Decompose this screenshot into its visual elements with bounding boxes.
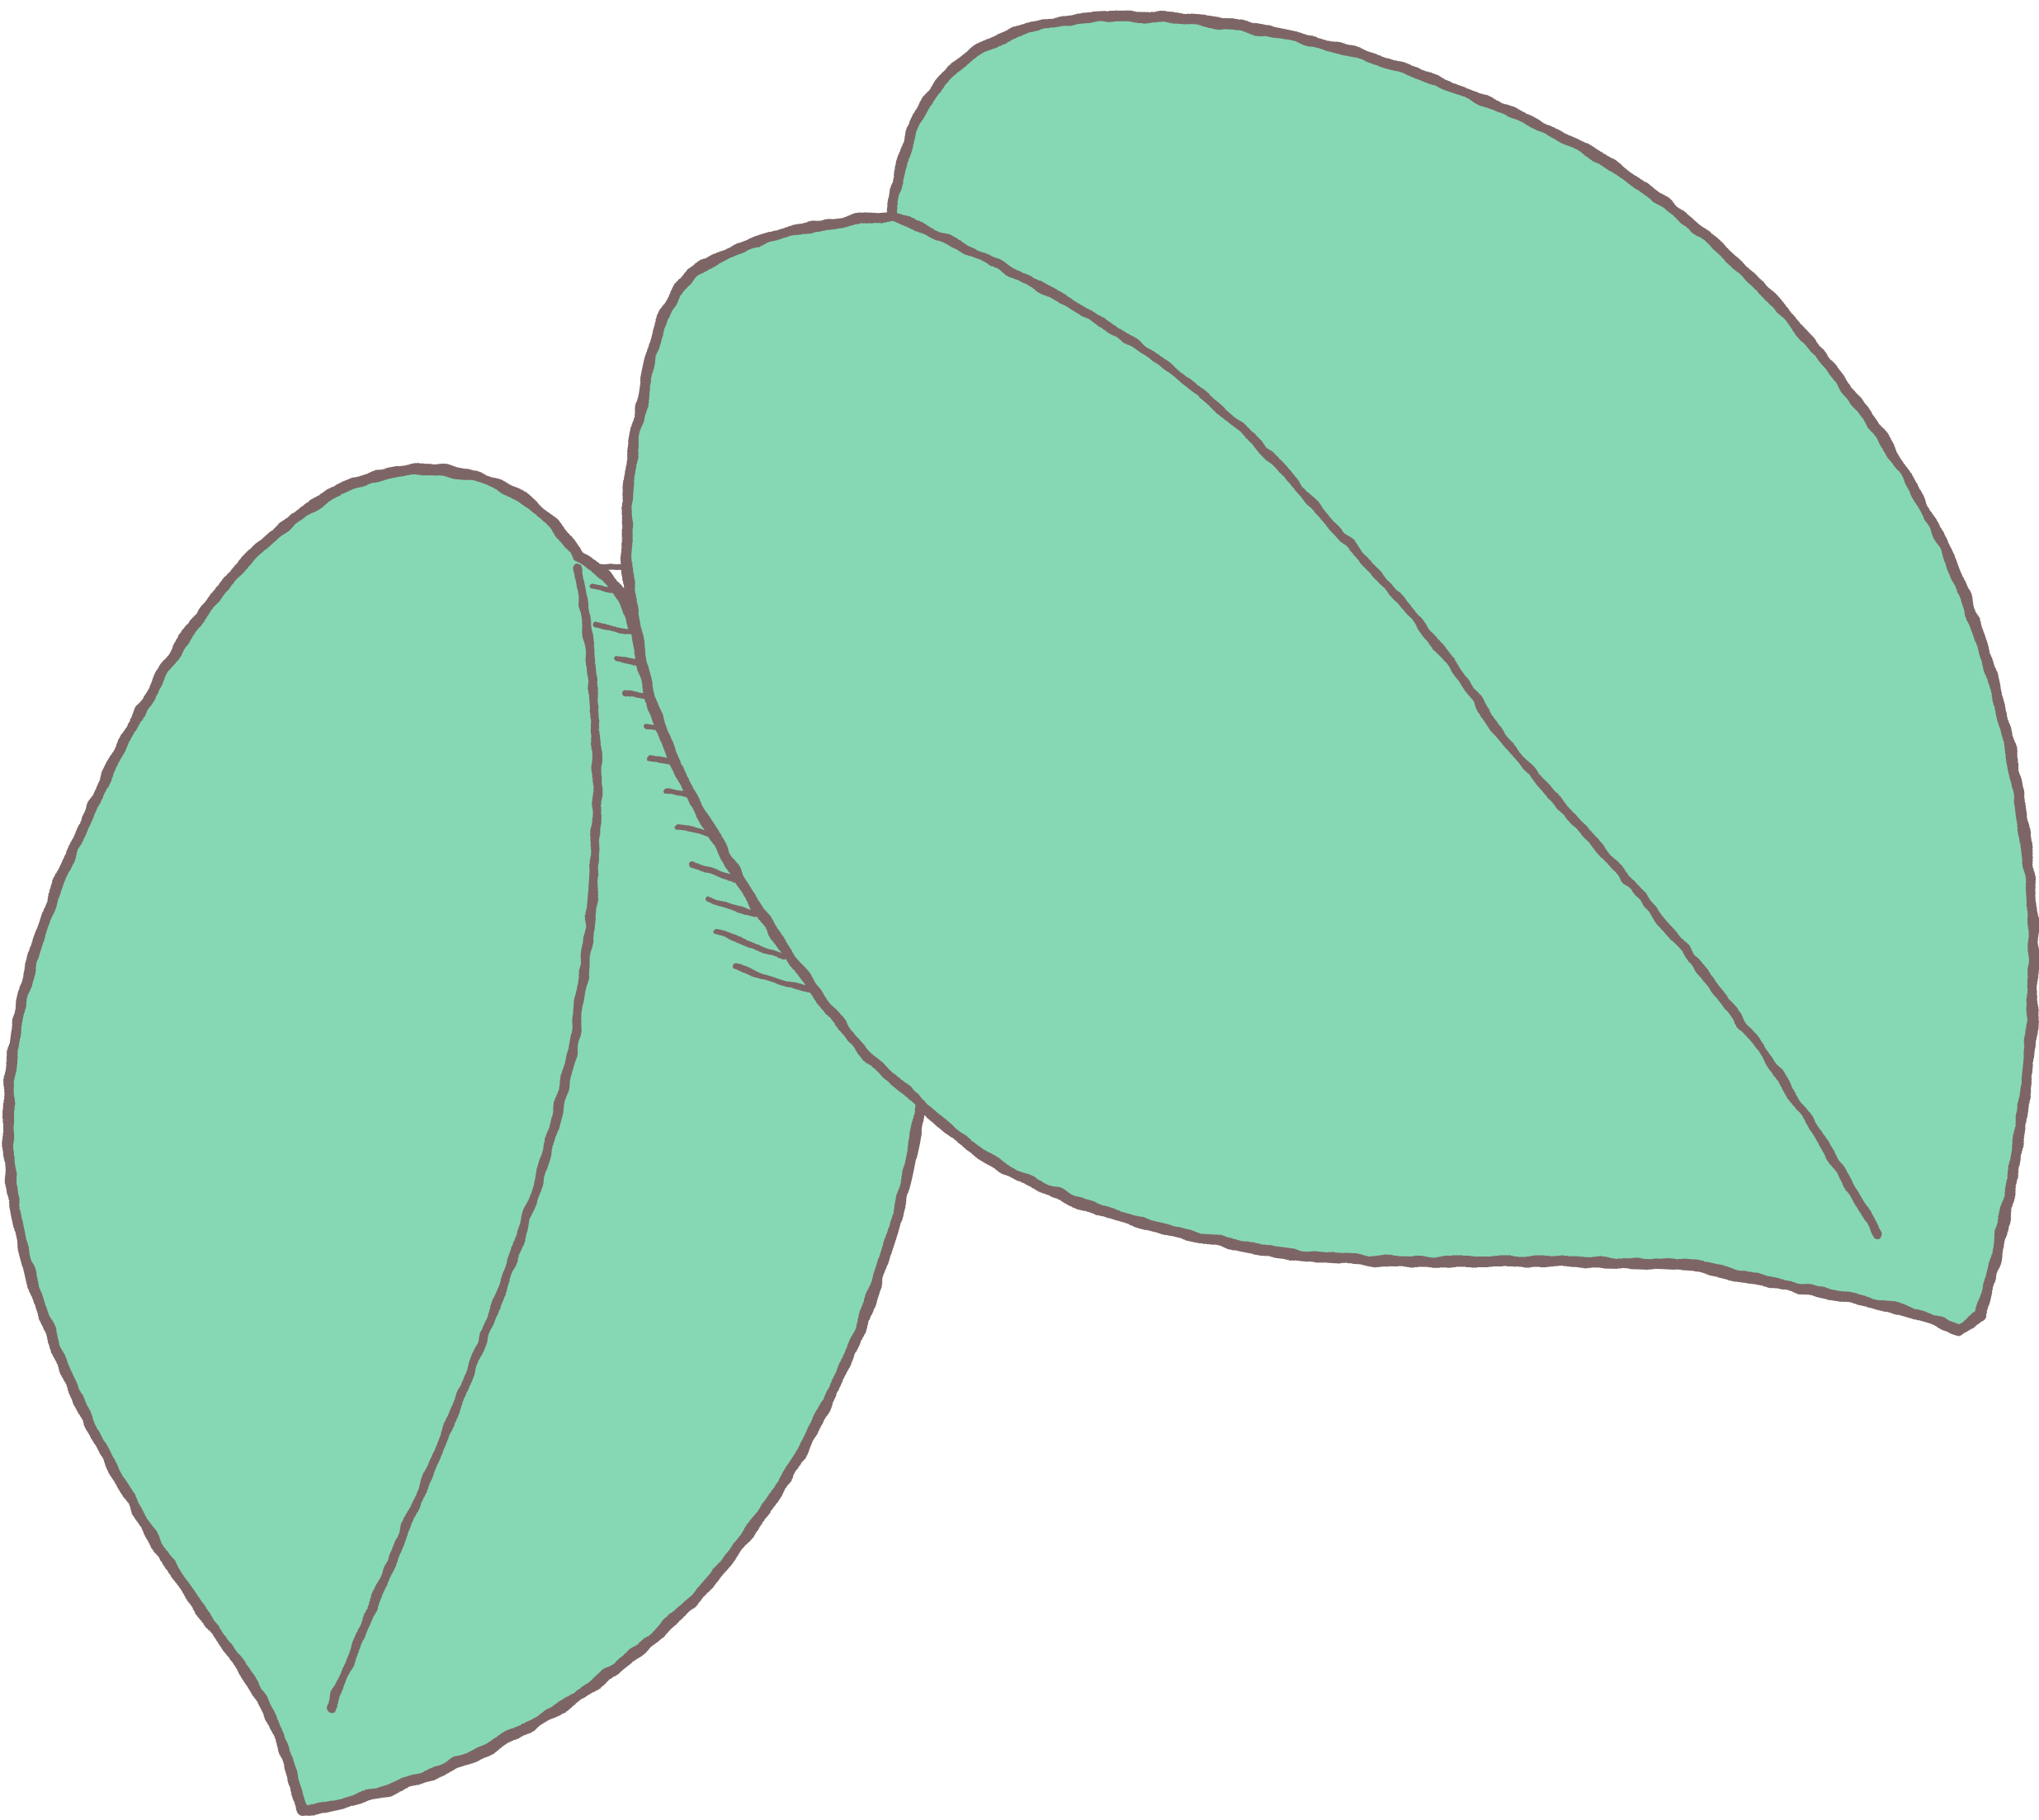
left-leaf-midrib [325,564,602,1713]
right-leaf-blade [621,11,2039,1336]
right-leaf-back-edge [886,211,1882,1238]
right-leaf [621,11,2039,1336]
